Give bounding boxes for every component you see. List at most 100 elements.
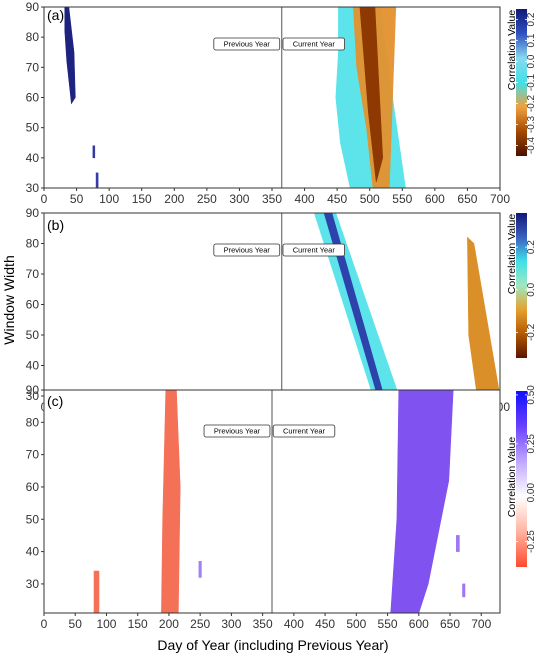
y-axis-title: Window Width <box>1 255 17 344</box>
panel-1-current-year-label-box <box>282 37 345 51</box>
panel-1-x-tick-label: 200 <box>164 192 184 206</box>
panel-2-y-tick-label: 80 <box>26 237 40 251</box>
panel-1-colorbar-tick-label: 0.1 <box>526 33 537 47</box>
panel-3-current-year-label: Current Year <box>283 427 326 436</box>
panel-3-y-tick-label: 50 <box>26 512 40 526</box>
panel-1-y-tick-label: 30 <box>26 181 40 195</box>
panel-3-colorbar-tick-label: 0.50 <box>526 385 537 405</box>
panel-3-frame <box>43 389 501 614</box>
panel-2-plot-area <box>44 213 500 396</box>
panel-1-colorbar-title: Correlation Value <box>506 10 518 91</box>
panel-2-colorbar <box>516 213 527 358</box>
panel-1-colorbar-tick-label: -0.4 <box>526 136 537 154</box>
x-axis-title: Day of Year (including Previous Year) <box>157 637 388 653</box>
panel-3-x-tick-label: 500 <box>346 617 366 631</box>
panel-2-heat-region-3 <box>467 236 500 396</box>
panel-1-y-tick-label: 80 <box>26 30 40 44</box>
panel-1-heat-region-3 <box>95 172 99 188</box>
panel-3-x-tick-label: 50 <box>69 617 83 631</box>
panel-3-heat-region-4 <box>390 390 454 613</box>
panel-1-colorbar <box>516 9 527 156</box>
panel-3-x-tick-label: 200 <box>159 617 179 631</box>
panel-2-y-tick-label: 60 <box>26 298 40 312</box>
panel-3-x-tick-label: 250 <box>190 617 210 631</box>
panel-2-previous-year-label-box <box>213 243 281 257</box>
panel-1-x-tick-label: 500 <box>360 192 380 206</box>
panel-3-heat-region-3 <box>198 560 202 578</box>
panel-1-heat-cells <box>64 7 406 188</box>
panel-1-y-tick-label: 60 <box>26 91 40 105</box>
panel-1: Previous Year Current Year (a) 0 50 100 150 200… <box>26 0 537 206</box>
panel-2-y-tick-label: 90 <box>26 206 40 220</box>
panel-1-x-tick-label: 300 <box>229 192 249 206</box>
panel-2-previous-year-label: Previous Year <box>224 246 271 255</box>
panel-1-current-year-label: Current Year <box>293 40 336 49</box>
panel-1-x-tick-label: 700 <box>490 192 510 206</box>
panel-2-current-year-label-box <box>282 243 345 257</box>
panel-2-label: (b) <box>47 217 64 233</box>
panel-3-y-tick-label: 60 <box>26 480 40 494</box>
panel-3-heat-cells <box>93 390 466 613</box>
panel-1-heat-region-6 <box>359 7 384 183</box>
panel-1-previous-year-label-box <box>213 37 281 51</box>
panel-1-x-tick-label: 0 <box>41 192 48 206</box>
panel-1-heat-region-1 <box>64 7 76 105</box>
panel-1-colorbar-tick-label: -0.2 <box>526 94 537 112</box>
panel-3-x-tick-label: 350 <box>253 617 273 631</box>
panel-3-heat-region-5 <box>455 535 460 552</box>
panel-1-x-tick-label: 550 <box>392 192 412 206</box>
panel-2-heat-cells <box>313 213 500 396</box>
panel-1-colorbar-tick-label: 0.2 <box>526 12 537 26</box>
panel-3-previous-year-label-box <box>203 424 271 438</box>
panel-2-colorbar-tick-label: 0.0 <box>526 282 537 296</box>
panel-3-x-tick-label: 600 <box>409 617 429 631</box>
panel-3-x-tick-label: 150 <box>128 617 148 631</box>
panel-2-colorbar-tick-label: 0.2 <box>526 240 537 254</box>
panel-3-colorbar-tick-label: -0.25 <box>526 530 537 553</box>
panel-3-y-tick-label: 30 <box>26 577 40 591</box>
panel-3-x-tick-label: 450 <box>315 617 335 631</box>
panel-1-x-tick-label: 350 <box>262 192 282 206</box>
panel-3-colorbar-tick-label: 0.00 <box>526 483 537 503</box>
panel-3: Previous Year Current Year (c) 0 50 100 150 200… <box>26 383 537 631</box>
panel-3-x-tick-label: 650 <box>440 617 460 631</box>
panel-3-colorbar <box>516 391 527 567</box>
panel-1-x-tick-label: 150 <box>132 192 152 206</box>
panel-3-label: (c) <box>47 393 63 409</box>
panel-2-colorbar-tick-label: -0.2 <box>526 323 537 341</box>
panel-2-heat-region-2 <box>323 213 385 396</box>
panel-3-x-tick-label: 300 <box>221 617 241 631</box>
panel-3-previous-year-label: Previous Year <box>214 427 261 436</box>
panel-3-colorbar-title: Correlation Value <box>506 437 518 518</box>
panel-1-x-tick-label: 450 <box>327 192 347 206</box>
panel-3-x-tick-label: 550 <box>378 617 398 631</box>
panel-3-colorbar-tick-label: 0.25 <box>526 434 537 454</box>
panel-2-y-tick-label: 50 <box>26 328 40 342</box>
panel-3-y-tick-label: 70 <box>26 448 40 462</box>
panel-2-colorbar-title: Correlation Value <box>506 214 518 295</box>
panel-1-x-tick-label: 400 <box>295 192 315 206</box>
panel-1-x-tick-label: 650 <box>457 192 477 206</box>
panel-1-x-tick-label: 600 <box>425 192 445 206</box>
panel-1-y-tick-label: 90 <box>26 0 40 14</box>
panel-1-colorbar-tick-label: -0.1 <box>526 73 537 91</box>
panel-2-current-year-label: Current Year <box>293 246 336 255</box>
panel-3-x-tick-label: 700 <box>471 617 491 631</box>
panel-3-y-tick-label: 80 <box>26 415 40 429</box>
panel-1-y-tick-label: 40 <box>26 151 40 165</box>
panel-3-current-year-label-box <box>272 424 336 438</box>
panel-3-x-tick-label: 0 <box>41 617 48 631</box>
panel-1-previous-year-label: Previous Year <box>224 40 271 49</box>
panel-2-y-tick-label: 30 <box>26 389 40 403</box>
panel-1-colorbar-tick-label: 0.0 <box>526 54 537 68</box>
panel-1-y-tick-label: 50 <box>26 121 40 135</box>
panel-2-y-tick-label: 40 <box>26 359 40 373</box>
panel-2-y-tick-label: 70 <box>26 267 40 281</box>
panel-3-x-tick-label: 400 <box>284 617 304 631</box>
panel-1-colorbar-tick-label: -0.3 <box>526 115 537 133</box>
panel-1-x-tick-label: 50 <box>70 192 84 206</box>
panel-3-x-tick-label: 100 <box>96 617 116 631</box>
panel-1-x-tick-label: 250 <box>197 192 217 206</box>
panel-3-y-tick-label: 40 <box>26 545 40 559</box>
